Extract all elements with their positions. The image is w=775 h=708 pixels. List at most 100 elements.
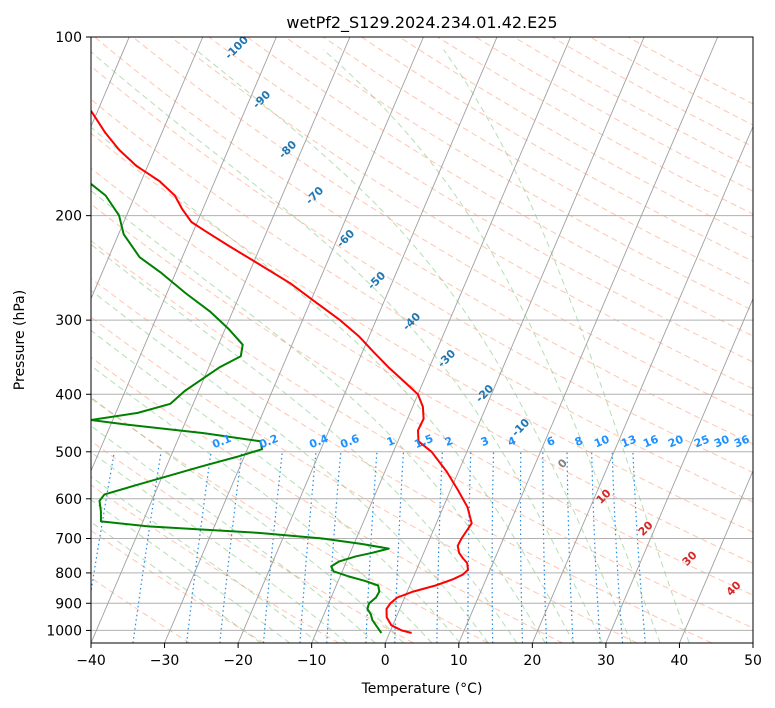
dry-adiabat — [91, 65, 753, 474]
x-tick-label: −40 — [76, 653, 106, 669]
mixing-ratio-lines — [91, 451, 646, 643]
mixing-ratio-line — [219, 451, 243, 643]
mixing-ratio-label: 16 — [641, 433, 660, 451]
y-tick-label: 400 — [55, 387, 82, 403]
mixing-ratio-line — [186, 451, 212, 643]
y-tick-label: 500 — [55, 445, 82, 461]
x-tick-label: −30 — [150, 653, 180, 669]
y-tick-label: 200 — [55, 209, 82, 225]
y-tick-label: 800 — [55, 566, 82, 582]
x-tick-label: 20 — [523, 653, 541, 669]
y-tick-label: 1000 — [46, 623, 82, 639]
mixing-ratio-label: 30 — [712, 433, 731, 451]
dry-adiabat — [91, 167, 753, 564]
dry-adiabat — [91, 484, 340, 643]
dry-adiabat — [91, 316, 638, 643]
isotherm-line — [458, 37, 719, 643]
moist-adiabat — [91, 396, 404, 643]
mixing-ratio-label: 13 — [619, 433, 638, 451]
x-axis-label: Temperature (°C) — [361, 681, 483, 697]
dry-adiabat — [91, 132, 753, 533]
mixing-ratio-line — [632, 451, 646, 643]
mixing-ratio-line — [591, 451, 601, 643]
isotherm-line — [91, 37, 351, 643]
isotherm-line — [679, 469, 753, 643]
mixing-ratio-label: 3 — [479, 434, 491, 449]
mixing-ratio-line — [132, 451, 162, 643]
mixing-ratio-line — [519, 451, 524, 643]
plot-area — [91, 37, 753, 643]
mixing-ratio-line — [262, 451, 283, 643]
isotherm-line — [91, 37, 277, 472]
moist-adiabat — [91, 329, 461, 643]
x-tick-label: 30 — [597, 653, 615, 669]
dry-adiabat — [91, 440, 414, 643]
y-tick-label: 100 — [55, 30, 82, 46]
isotherm-line — [531, 125, 753, 643]
mixing-ratio-label: 8 — [573, 434, 585, 449]
x-tick-label: −20 — [223, 653, 253, 669]
dewpoint-profile — [91, 182, 390, 634]
y-axis-label: Pressure (hPa) — [12, 290, 28, 390]
isotherm-line — [237, 37, 498, 643]
plot-frame — [90, 36, 754, 644]
dry-adiabat — [132, 37, 753, 417]
x-tick-label: 40 — [671, 653, 689, 669]
x-tick-label: 0 — [381, 653, 390, 669]
dry-adiabat — [94, 37, 753, 445]
temperature-profile — [91, 109, 473, 634]
x-tick-label: 10 — [450, 653, 468, 669]
y-tick-label: 900 — [55, 596, 82, 612]
x-tick-label: 50 — [744, 653, 762, 669]
mixing-ratio-line — [326, 451, 342, 643]
x-axis: −40 −30 −20 −10 0 10 20 30 40 50 — [76, 643, 762, 669]
moist-adiabat — [195, 49, 632, 643]
dry-adiabat — [91, 356, 563, 643]
y-tick-label: 700 — [55, 532, 82, 548]
mixing-ratio-label: 1 — [385, 434, 397, 449]
isotherm-line — [91, 37, 204, 300]
dry-adiabat — [91, 240, 753, 629]
moist-adiabat — [91, 51, 603, 643]
dry-adiabat — [513, 37, 753, 170]
moist-adiabat — [91, 451, 348, 643]
mixing-ratio-label: 2 — [443, 434, 455, 449]
mixing-ratio-line — [467, 451, 472, 643]
x-tick-label: −10 — [297, 653, 327, 669]
moist-adiabat — [91, 425, 376, 643]
mixing-ratio-line — [365, 451, 378, 643]
mixing-ratio-label: 25 — [692, 433, 711, 451]
sounding-profiles — [91, 109, 473, 634]
dry-adiabat — [551, 37, 753, 148]
dry-adiabat — [91, 203, 753, 596]
mixing-ratio-line — [436, 451, 443, 643]
mixing-ratio-line — [566, 451, 574, 643]
moist-adiabat — [443, 49, 690, 643]
dry-adiabat — [475, 37, 753, 192]
moist-adiabat — [91, 243, 518, 643]
isotherm-line — [164, 37, 424, 643]
mixing-ratio-label: 36 — [732, 433, 751, 451]
mixing-ratio-label: 10 — [592, 433, 611, 451]
y-axis: 100 200 300 400 500 600 700 800 900 1000 — [46, 30, 91, 639]
isotherm-line — [605, 297, 753, 643]
dry-adiabats — [91, 37, 753, 643]
moist-adiabats — [91, 49, 690, 643]
mixing-ratio-label: 20 — [666, 433, 685, 451]
moist-adiabat — [91, 289, 489, 643]
dry-adiabat — [437, 37, 753, 215]
mixing-ratio-line — [491, 451, 495, 643]
chart-title: wetPf2_S129.2024.234.01.42.E25 — [286, 13, 557, 33]
y-tick-label: 600 — [55, 492, 82, 508]
y-tick-label: 300 — [55, 313, 82, 329]
mixing-ratio-line — [299, 451, 317, 643]
mixing-ratio-line — [394, 451, 405, 643]
moist-adiabat — [91, 190, 546, 643]
isotherm-line — [384, 37, 645, 643]
mixing-ratio-line — [611, 451, 624, 643]
dry-adiabat — [399, 37, 753, 238]
dry-adiabat — [361, 37, 753, 262]
grid-lines — [91, 37, 753, 631]
mixing-ratio-line — [542, 451, 548, 643]
